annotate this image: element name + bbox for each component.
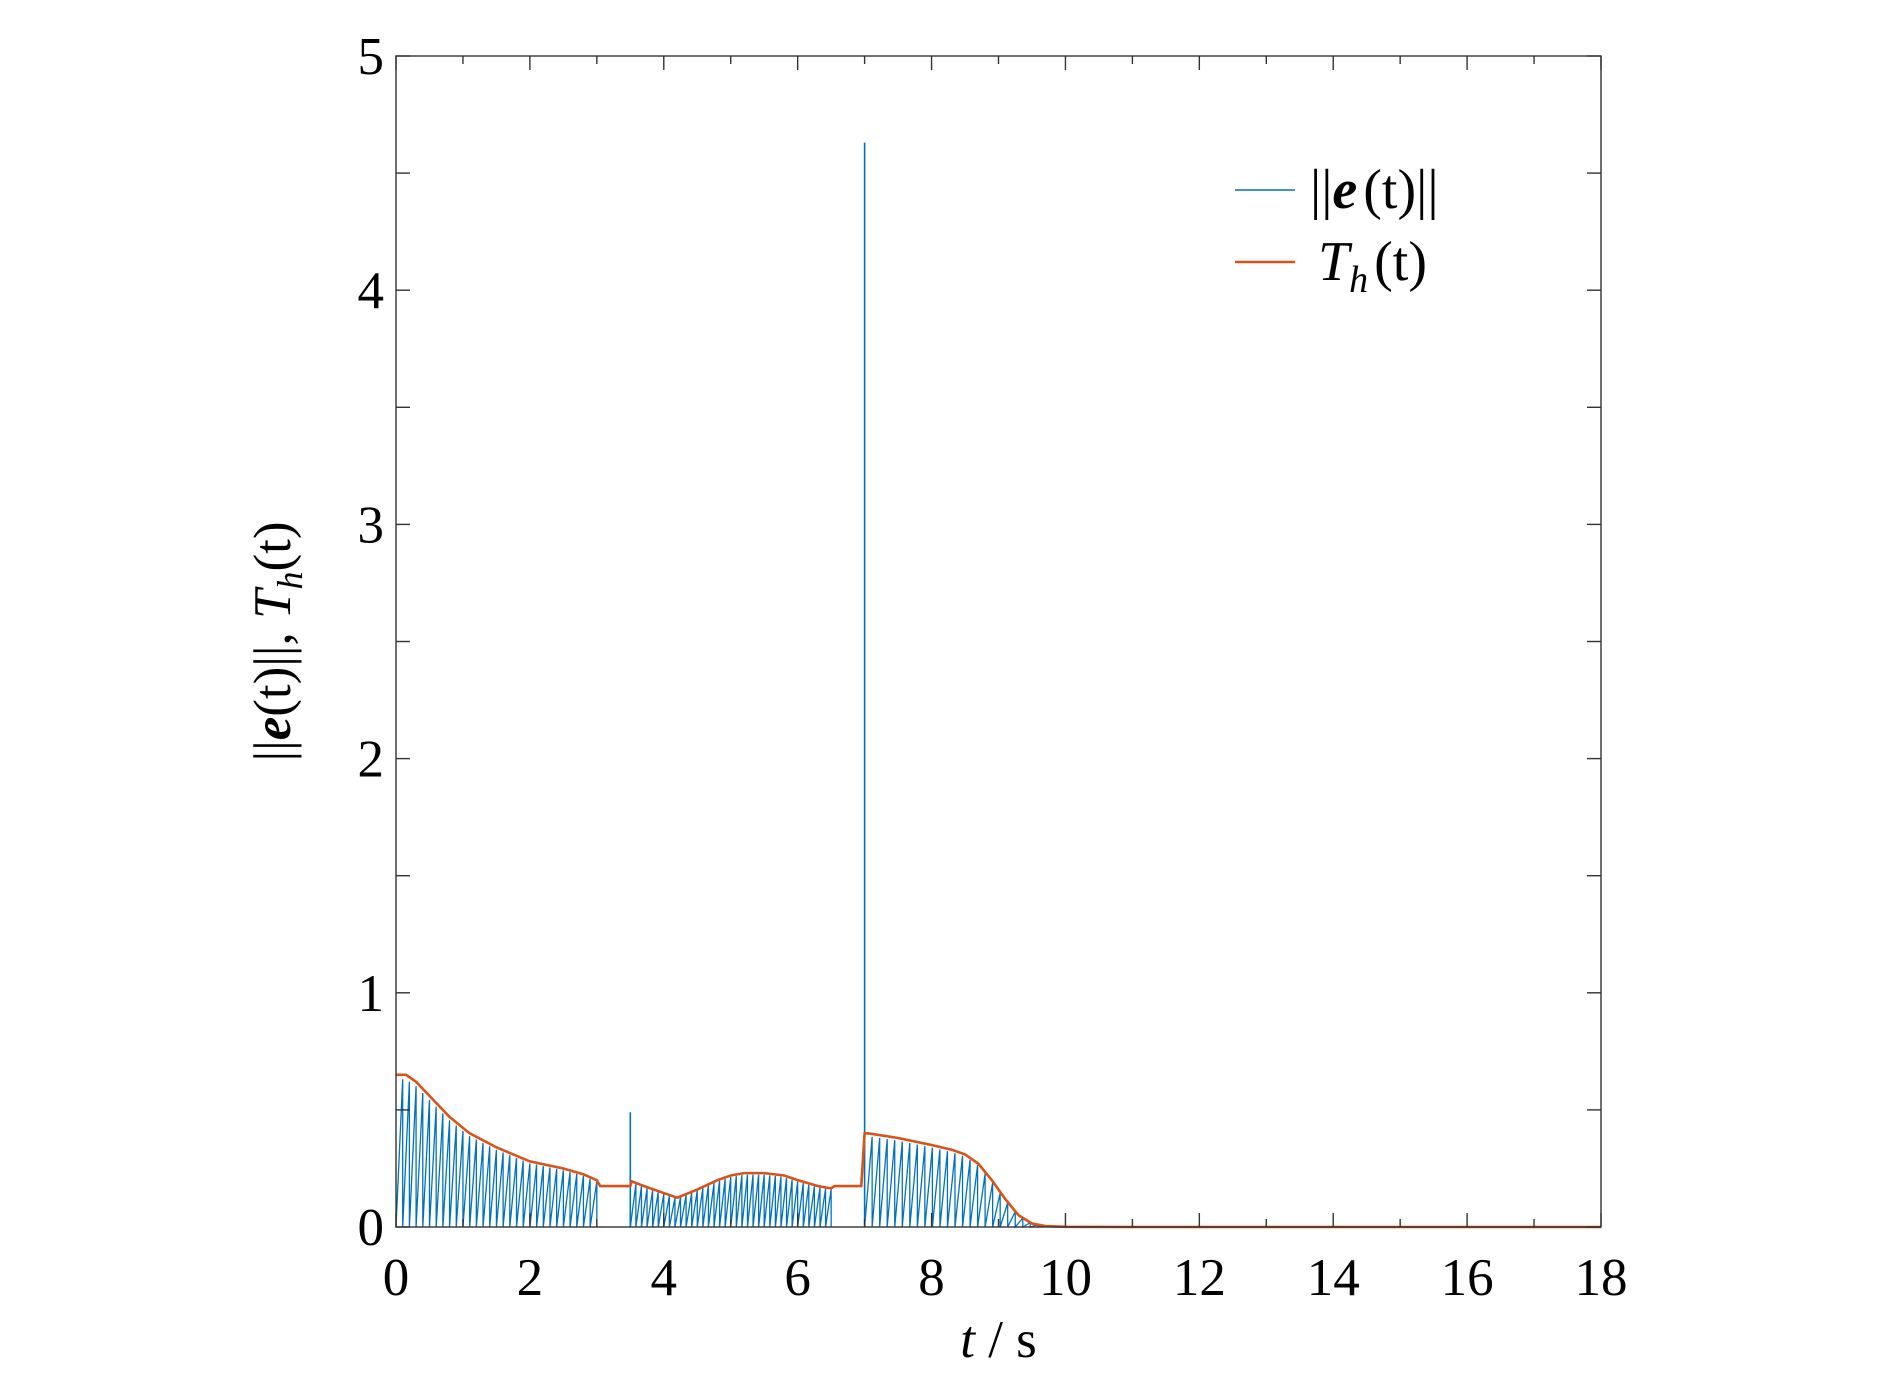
y-tick-label: 2 xyxy=(358,731,385,789)
legend-t-sub: h xyxy=(1349,259,1368,301)
x-tick-label: 10 xyxy=(1039,1249,1092,1307)
y-axis-title-threshold: T xyxy=(244,586,302,619)
x-tick-label: 12 xyxy=(1173,1249,1226,1307)
legend-e-bars-close: || xyxy=(1416,159,1438,221)
legend-e-symbol: e xyxy=(1332,159,1357,221)
x-axis-title-unit: / s xyxy=(975,1311,1037,1369)
y-axis-title-mid: (t)||, xyxy=(244,619,302,717)
x-axis-title: t / s xyxy=(960,1311,1037,1369)
y-axis-title-error: e xyxy=(244,717,302,741)
y-axis-title-sub: h xyxy=(270,572,310,590)
legend-e-arg: (t) xyxy=(1363,159,1416,221)
legend-e-bars-open: || xyxy=(1310,159,1332,221)
x-tick-label: 8 xyxy=(918,1249,945,1307)
y-tick-label: 5 xyxy=(358,28,385,86)
x-tick-label: 6 xyxy=(784,1249,811,1307)
legend-label-e: ||e (t)|| xyxy=(1310,159,1439,221)
x-axis-title-var: t xyxy=(960,1311,976,1369)
x-tick-label: 0 xyxy=(383,1249,410,1307)
axis-ticks xyxy=(395,55,1602,1228)
x-tick-label: 16 xyxy=(1441,1249,1494,1307)
y-tick-label: 4 xyxy=(358,262,385,320)
y-tick-label: 0 xyxy=(358,1199,385,1257)
x-tick-label: 2 xyxy=(517,1249,544,1307)
x-tick-label: 18 xyxy=(1575,1249,1628,1307)
legend-label-threshold: Th (t) xyxy=(1318,231,1427,301)
y-axis-title-arg: (t) xyxy=(244,521,302,571)
x-tick-label: 14 xyxy=(1307,1249,1360,1307)
y-tick-label: 3 xyxy=(358,496,385,554)
threshold-line xyxy=(396,1073,1601,1229)
axes-frame xyxy=(395,55,1602,1228)
x-tick-label: 4 xyxy=(651,1249,678,1307)
y-tick-label: 1 xyxy=(358,965,385,1023)
legend-t-base: T xyxy=(1318,231,1353,293)
y-axis-title: ||e(t)||, Th(t) xyxy=(244,521,310,761)
legend: ||e (t)|| Th (t) xyxy=(1235,159,1439,301)
y-axis-title-bars: || xyxy=(244,740,302,761)
legend-t-arg: (t) xyxy=(1374,231,1427,293)
